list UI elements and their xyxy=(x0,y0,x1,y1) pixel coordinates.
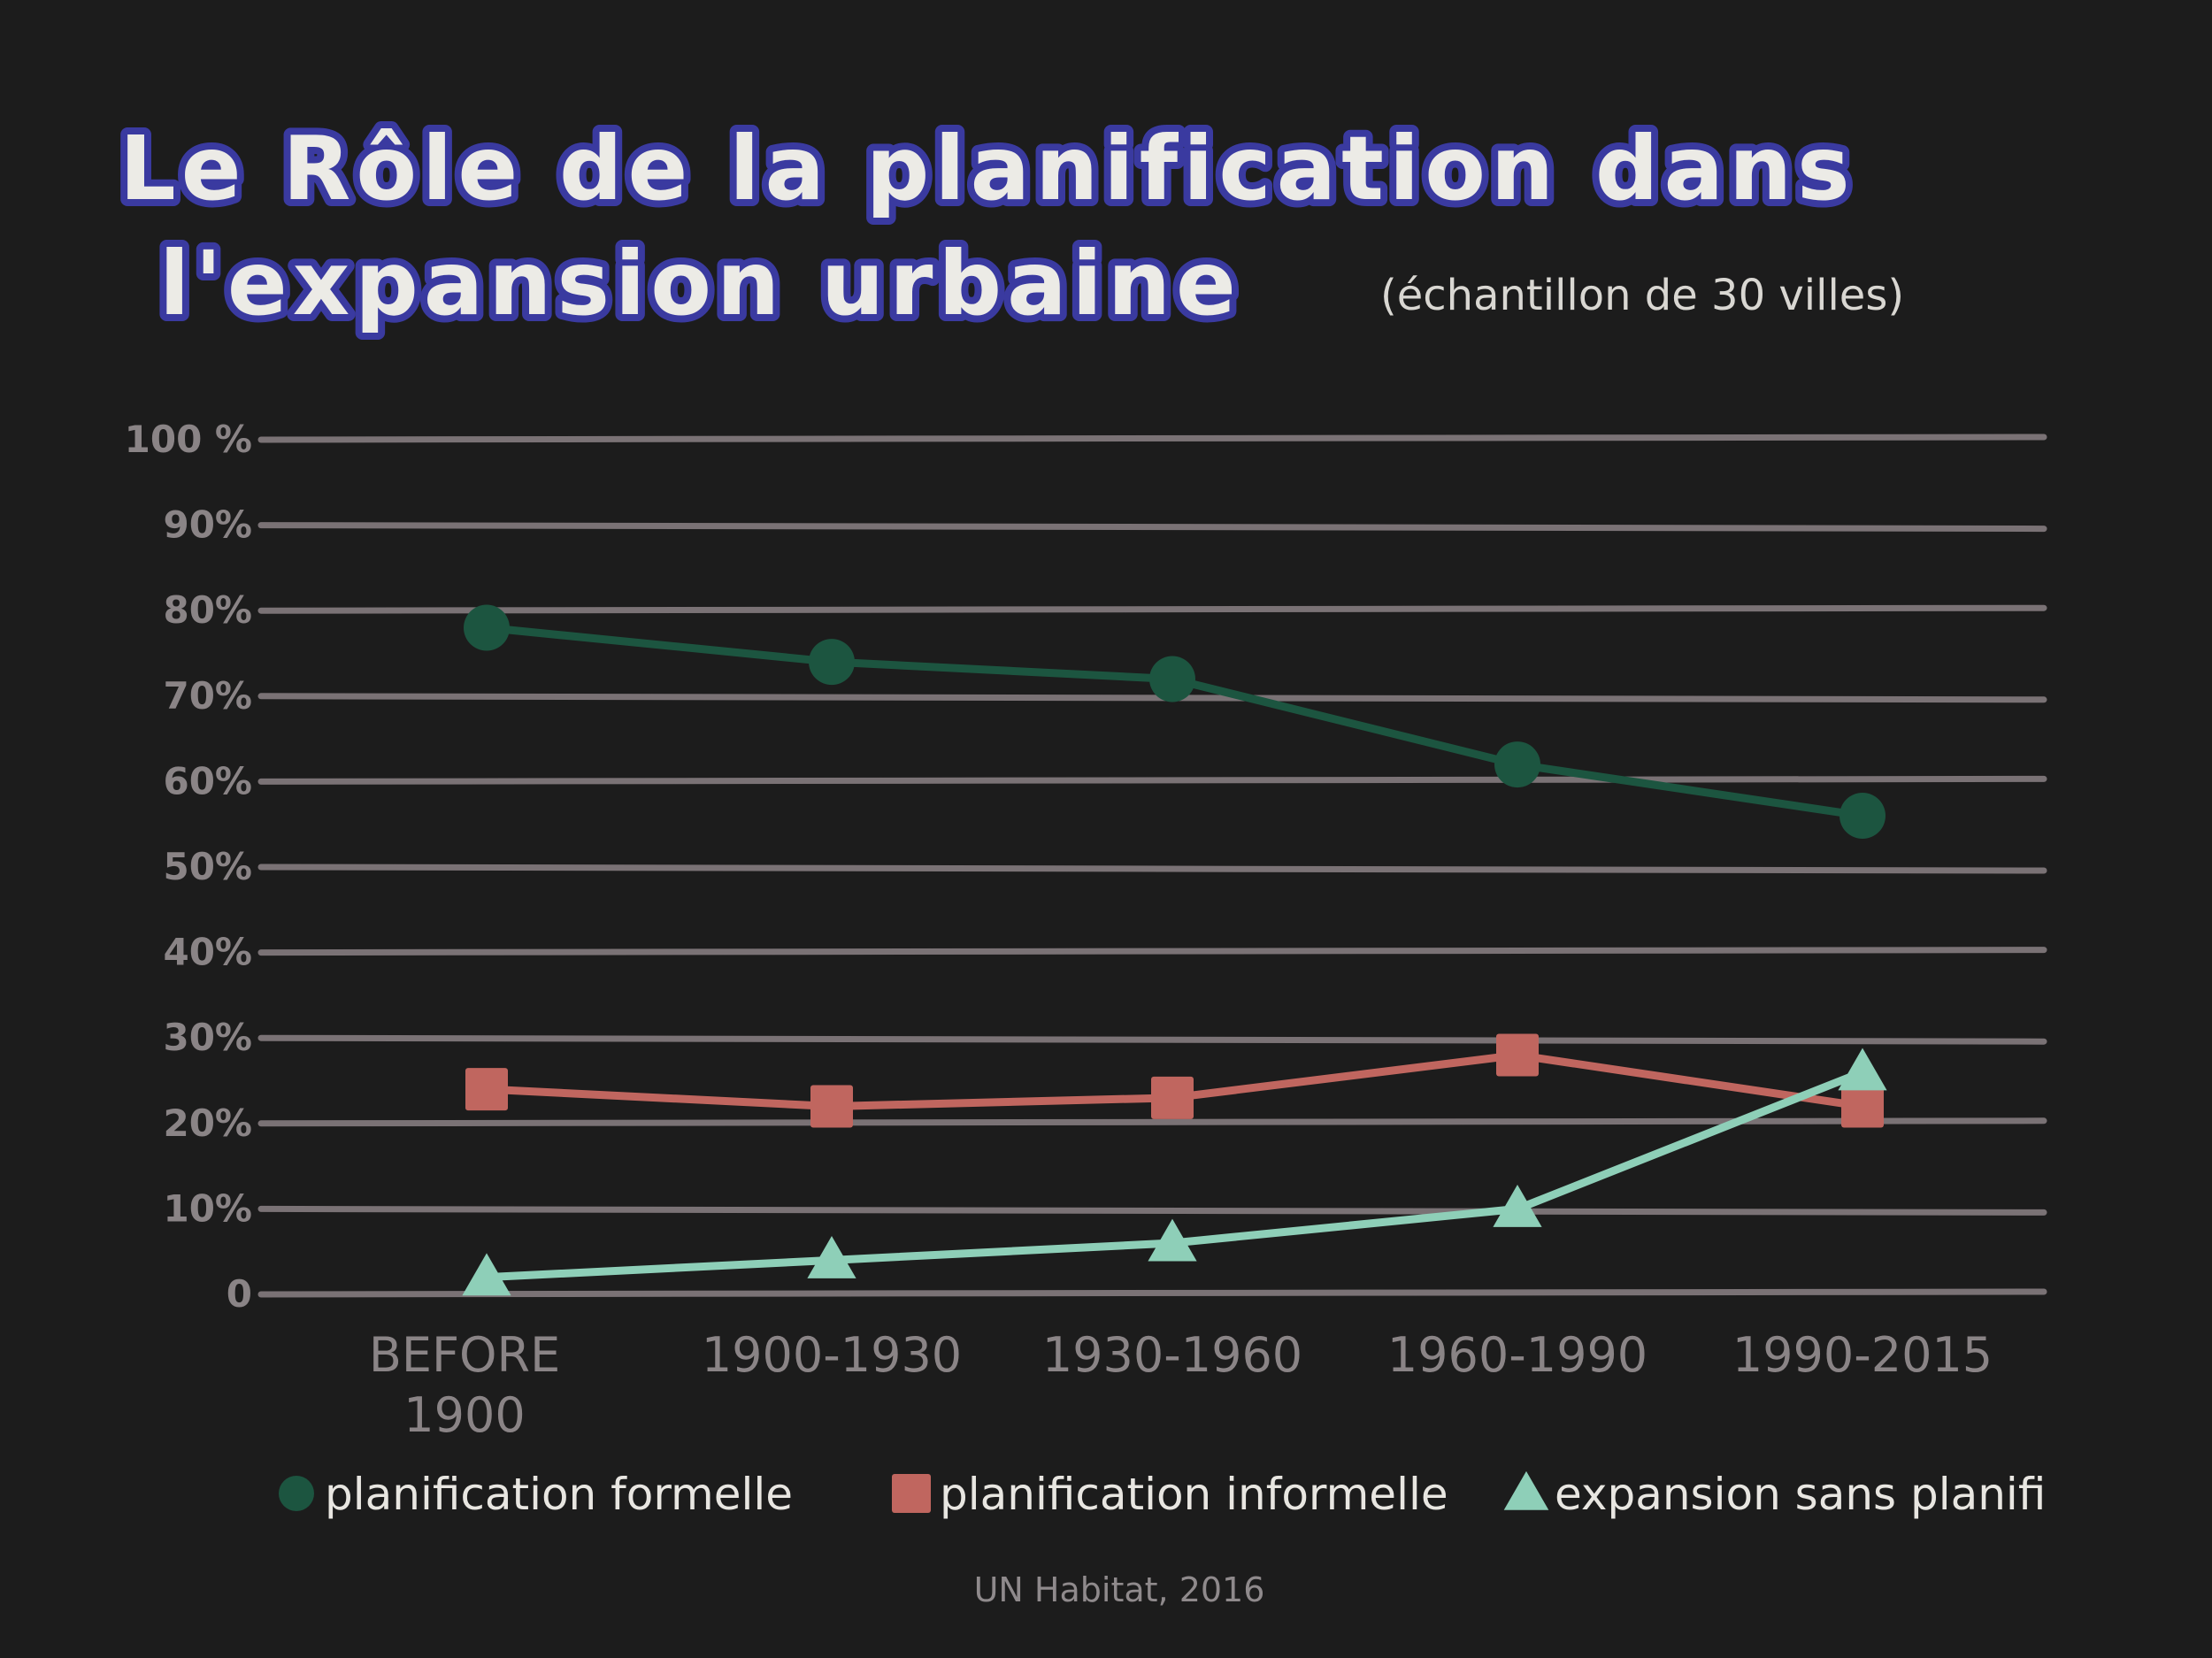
x-tick-label: 1990-2015 xyxy=(1732,1327,1993,1383)
data-point-circle xyxy=(809,639,855,686)
data-point-square xyxy=(892,1474,931,1513)
y-tick-label: 60% xyxy=(163,759,252,802)
x-tick-label: 1900 xyxy=(403,1387,525,1443)
y-tick-label: 90% xyxy=(163,503,252,547)
y-tick-label: 20% xyxy=(163,1101,252,1145)
data-point-circle xyxy=(1839,793,1886,840)
gridline xyxy=(257,864,2047,874)
legend-item: planification formelle xyxy=(279,1469,793,1520)
y-tick-label: 30% xyxy=(163,1016,252,1059)
data-point-triangle xyxy=(807,1236,856,1278)
data-point-triangle xyxy=(1838,1048,1887,1091)
gridline xyxy=(257,693,2047,703)
gridline xyxy=(257,775,2047,785)
x-tick-label: 1930-1960 xyxy=(1042,1327,1302,1383)
data-point-triangle xyxy=(1503,1470,1549,1510)
data-point-square xyxy=(810,1085,853,1128)
data-point-square xyxy=(1496,1033,1539,1077)
legend-item: planification informelle xyxy=(892,1469,1448,1520)
gridline xyxy=(257,947,2047,956)
y-axis-tick-labels: 0 10% 20% 30% 40% 50% 60% 70% 80% 90% 100 % xyxy=(125,418,252,1316)
series-square xyxy=(465,1033,1884,1128)
y-tick-label: 40% xyxy=(163,931,252,974)
y-tick-label: 100 % xyxy=(125,418,252,461)
legend-label: expansion sans planifi xyxy=(1555,1469,2046,1520)
data-point-square xyxy=(1841,1085,1884,1128)
series-layer xyxy=(462,604,1887,1296)
chart-subtitle: (échantillon de 30 villes) xyxy=(1380,271,1904,320)
x-tick-label: 1960-1990 xyxy=(1387,1327,1647,1383)
gridline xyxy=(257,604,2047,614)
gridline xyxy=(257,1288,2047,1298)
data-point-circle xyxy=(1494,741,1540,788)
legend-item: expansion sans planifi xyxy=(1503,1469,2046,1520)
gridline xyxy=(257,1034,2047,1045)
chart-title-line-2: l'expansion urbaine xyxy=(159,232,1241,335)
data-point-circle xyxy=(279,1476,314,1511)
y-tick-label: 80% xyxy=(163,588,252,632)
data-point-triangle xyxy=(1493,1185,1542,1227)
chart-title-line-1: Le Rôle de la planification dans xyxy=(119,117,1855,220)
y-tick-label: 0 xyxy=(227,1272,252,1316)
data-point-circle xyxy=(464,604,510,651)
legend-label: planification informelle xyxy=(940,1469,1448,1520)
data-point-triangle xyxy=(462,1253,511,1296)
data-point-square xyxy=(465,1068,508,1111)
series-triangle xyxy=(462,1048,1887,1296)
data-point-square xyxy=(1151,1076,1194,1119)
x-tick-label: BEFORE xyxy=(369,1327,560,1383)
y-tick-label: 10% xyxy=(163,1186,252,1230)
gridline xyxy=(257,1117,2047,1127)
gridlines xyxy=(257,434,2047,1298)
y-tick-label: 50% xyxy=(163,845,252,888)
x-tick-label: 1900-1930 xyxy=(702,1327,962,1383)
source-note: UN Habitat, 2016 xyxy=(974,1570,1265,1609)
data-point-circle xyxy=(1149,656,1195,702)
legend-label: planification formelle xyxy=(325,1469,793,1520)
gridline xyxy=(257,434,2047,443)
y-tick-label: 70% xyxy=(163,674,252,718)
gridline xyxy=(257,522,2047,533)
series-circle xyxy=(464,604,1886,840)
gridline xyxy=(257,1205,2047,1216)
legend: planification formelle planification info… xyxy=(279,1469,2046,1520)
data-point-triangle xyxy=(1148,1218,1197,1262)
